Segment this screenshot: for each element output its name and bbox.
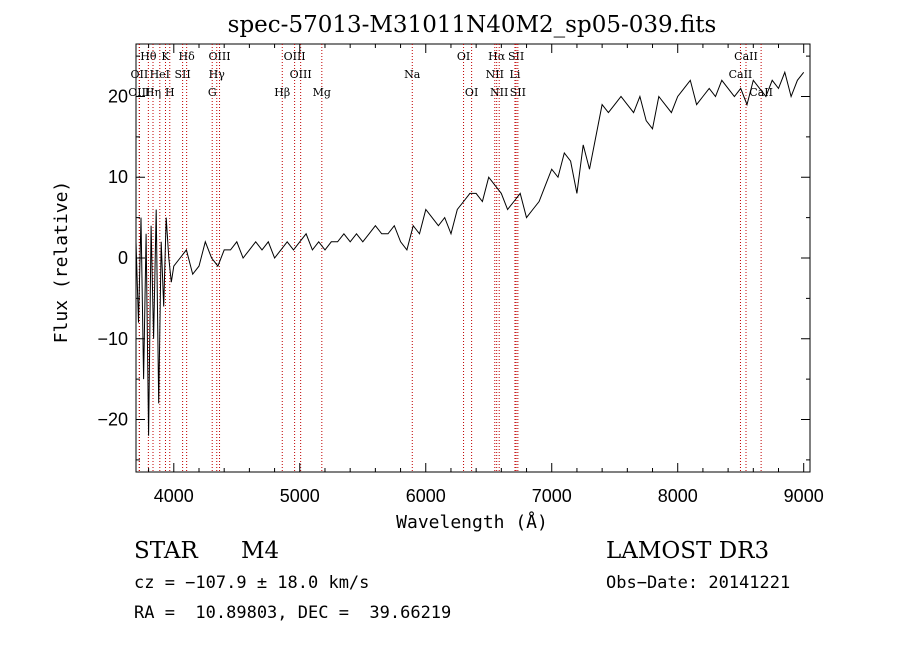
x-tick-label: 8000 [658,486,698,506]
marker-label: OIII [208,50,230,63]
redshift-velocity: cz = −107.9 ± 18.0 km/s [134,573,370,593]
marker-label: G [208,86,217,99]
marker-label: Li [510,68,521,81]
marker-label: Hα [488,50,506,63]
marker-label: OIII [128,86,150,99]
flux-series-line [135,70,805,436]
marker-label: Hη [145,86,161,99]
y-tick-label: 10 [108,167,128,187]
marker-label: OI [465,86,478,99]
marker-label: SII [510,86,526,99]
marker-label: H [165,86,175,99]
marker-label: Hγ [209,68,226,81]
x-tick-label: 7000 [532,486,572,506]
marker-label: NII [490,86,508,99]
marker-label: Mg [313,86,331,99]
x-axis-label: Wavelength (Å) [396,511,548,533]
chart-title: spec-57013-M31011N40M2_sp05-039.fits [228,12,717,38]
marker-label: Hθ [140,50,157,63]
marker-label: HeI [150,68,170,81]
marker-label: OIII [284,50,306,63]
x-tick-label: 4000 [154,486,194,506]
y-axis-label: Flux (relative) [51,181,72,344]
marker-label: NII [486,68,504,81]
marker-label: CaII [749,86,773,99]
marker-label: OIII [290,68,312,81]
y-tick-label: −10 [97,329,128,349]
survey-name: LAMOST DR3 [606,538,770,564]
marker-label: SII [174,68,190,81]
x-tick-label: 9000 [784,486,824,506]
marker-label: CaII [729,68,753,81]
marker-label: OI [457,50,470,63]
marker-label: K [161,50,170,63]
marker-label: CaII [734,50,758,63]
coordinates: RA = 10.89803, DEC = 39.66219 [134,603,452,623]
y-tick-label: −20 [97,410,128,430]
x-tick-label: 5000 [280,486,320,506]
marker-label: Hδ [179,50,196,63]
object-subclass: M4 [241,538,280,564]
x-tick-label: 6000 [406,486,446,506]
marker-label: Na [404,68,421,81]
marker-label: Hβ [274,86,290,99]
y-tick-label: 20 [108,86,128,106]
axis-ticks: 4000 5000 6000 7000 8000 9000 −20 −10 0 10 20 [97,44,824,506]
y-tick-label: 0 [118,248,128,268]
marker-label: SII [508,50,524,63]
plot-frame [135,43,811,473]
object-class: STAR [134,538,198,564]
observation-date: Obs−Date: 20141221 [606,573,791,593]
